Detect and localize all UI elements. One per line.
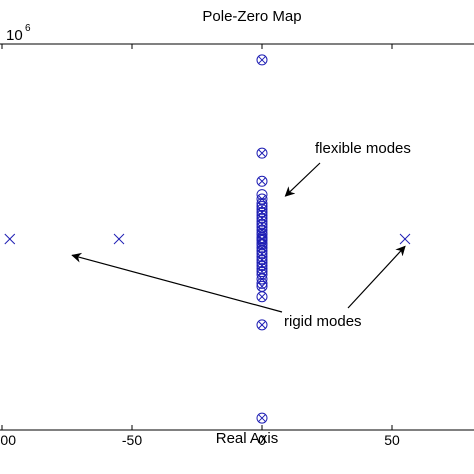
pole-marker — [4, 233, 16, 245]
zero-marker — [256, 245, 268, 257]
annotation-arrow — [284, 162, 321, 197]
pole-zero-marker — [256, 147, 268, 159]
plot-markers — [4, 54, 411, 424]
x-tick-label: -100 — [0, 432, 16, 448]
annotation-rigid-modes: rigid modes — [284, 313, 362, 330]
zero-marker — [256, 197, 268, 209]
chart-title: Pole-Zero Map — [202, 8, 301, 25]
annotation-flexible-modes: flexible modes — [315, 140, 411, 157]
x-axis-label: Real Axis — [216, 430, 279, 447]
pole-zero-marker — [256, 254, 268, 266]
pole-zero-marker — [256, 248, 268, 260]
zero-marker — [256, 232, 268, 244]
pole-zero-marker — [256, 291, 268, 303]
pole-zero-marker — [256, 54, 268, 66]
zero-marker — [256, 269, 268, 281]
annotation-arrow — [347, 245, 406, 309]
x-tick-label: -50 — [122, 432, 142, 448]
pole-zero-marker — [256, 260, 268, 272]
pole-zero-marker — [256, 266, 268, 278]
pole-zero-marker — [256, 175, 268, 187]
plot-frame — [0, 43, 474, 431]
x-tick-label: 0 — [258, 432, 266, 448]
zero-marker — [256, 215, 268, 227]
zero-marker — [256, 189, 268, 201]
x-tick-label: 50 — [384, 432, 400, 448]
zero-marker — [256, 263, 268, 275]
annotations: flexible modes rigid modes — [71, 140, 411, 330]
pole-zero-marker — [256, 212, 268, 224]
annotation-arrow — [71, 252, 283, 313]
zero-marker — [256, 203, 268, 215]
x-axis-ticks: 200-150-100-50050100150 — [0, 44, 400, 448]
zero-marker — [256, 209, 268, 221]
pole-zero-marker — [256, 206, 268, 218]
zero-marker — [256, 239, 268, 251]
y-exponent-label: 10 6 — [6, 23, 31, 44]
pole-marker — [399, 233, 411, 245]
pole-zero-marker — [256, 319, 268, 331]
pole-zero-marker — [256, 200, 268, 212]
zero-marker — [256, 251, 268, 263]
pole-zero-marker — [256, 412, 268, 424]
y-exponent-power: 6 — [25, 23, 31, 34]
pole-marker — [113, 233, 125, 245]
zero-marker — [256, 227, 268, 239]
zero-marker — [256, 277, 268, 289]
zero-marker — [256, 257, 268, 269]
y-exponent-base: 10 — [6, 27, 23, 44]
